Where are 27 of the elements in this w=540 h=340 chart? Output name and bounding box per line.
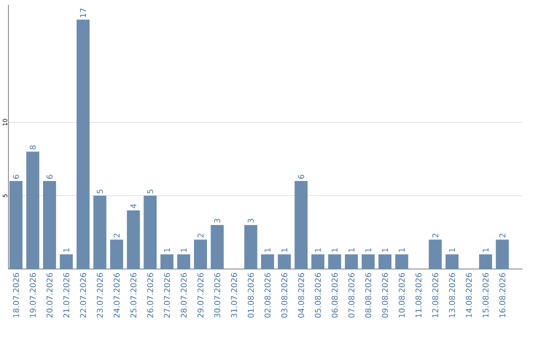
bar: [479, 254, 492, 269]
bar: [76, 20, 90, 269]
bar: [294, 181, 308, 269]
bar: [26, 152, 40, 269]
bar: [60, 254, 73, 269]
bar: [344, 254, 358, 269]
bar: [378, 254, 392, 269]
bar: [210, 225, 224, 269]
bar: [278, 254, 291, 269]
bar: [261, 254, 274, 269]
bar: [160, 254, 174, 269]
bar: [110, 240, 124, 269]
bar: [93, 196, 106, 269]
bar: [194, 240, 207, 269]
bar: [428, 240, 442, 269]
bar: [126, 210, 140, 269]
bar: [311, 254, 324, 269]
bar: [395, 254, 408, 269]
bar: [43, 181, 56, 269]
bar: [10, 181, 23, 269]
bar: [362, 254, 375, 269]
bar: [177, 254, 190, 269]
bar: [144, 196, 157, 269]
bar: [496, 240, 509, 269]
bar: [244, 225, 258, 269]
bar: [328, 254, 342, 269]
bar: [446, 254, 459, 269]
